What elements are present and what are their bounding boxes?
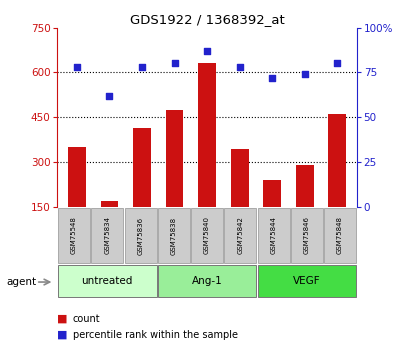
Bar [324, 208, 355, 263]
Bar [157, 265, 256, 297]
Text: GSM75838: GSM75838 [171, 216, 176, 255]
Point [203, 48, 210, 54]
Text: Ang-1: Ang-1 [191, 276, 222, 286]
Bar [290, 208, 322, 263]
Point [268, 75, 275, 81]
Bar [58, 208, 90, 263]
Bar [100, 201, 118, 207]
Text: untreated: untreated [81, 276, 133, 286]
Text: GSM75836: GSM75836 [137, 216, 143, 255]
Text: ■: ■ [57, 330, 68, 339]
Point [236, 64, 242, 70]
Point [171, 61, 178, 66]
Bar [133, 128, 151, 207]
Text: GSM75846: GSM75846 [303, 216, 309, 255]
Bar [157, 208, 189, 263]
Bar [295, 165, 313, 207]
Bar [224, 208, 256, 263]
Text: agent: agent [6, 277, 36, 287]
Bar [91, 208, 123, 263]
Text: VEGF: VEGF [292, 276, 320, 286]
Point [333, 61, 339, 66]
Bar [257, 208, 289, 263]
Point [301, 71, 307, 77]
Bar [230, 149, 248, 207]
Text: GSM75834: GSM75834 [104, 216, 110, 255]
Bar [263, 180, 281, 207]
Text: GSM75842: GSM75842 [237, 217, 243, 254]
Bar [124, 208, 156, 263]
Point [106, 93, 112, 99]
Text: count: count [73, 314, 100, 324]
Bar [191, 208, 222, 263]
Text: percentile rank within the sample: percentile rank within the sample [73, 330, 237, 339]
Point [74, 64, 80, 70]
Text: GSM75848: GSM75848 [336, 216, 342, 255]
Text: GSM75840: GSM75840 [204, 216, 209, 255]
Bar [68, 147, 85, 207]
Bar [165, 110, 183, 207]
Bar [328, 114, 345, 207]
Bar [58, 265, 156, 297]
Text: GSM75844: GSM75844 [270, 217, 276, 254]
Text: ■: ■ [57, 314, 68, 324]
Point [138, 64, 145, 70]
Bar [198, 63, 216, 207]
Bar [257, 265, 355, 297]
Title: GDS1922 / 1368392_at: GDS1922 / 1368392_at [129, 13, 284, 27]
Text: GSM75548: GSM75548 [71, 217, 77, 254]
